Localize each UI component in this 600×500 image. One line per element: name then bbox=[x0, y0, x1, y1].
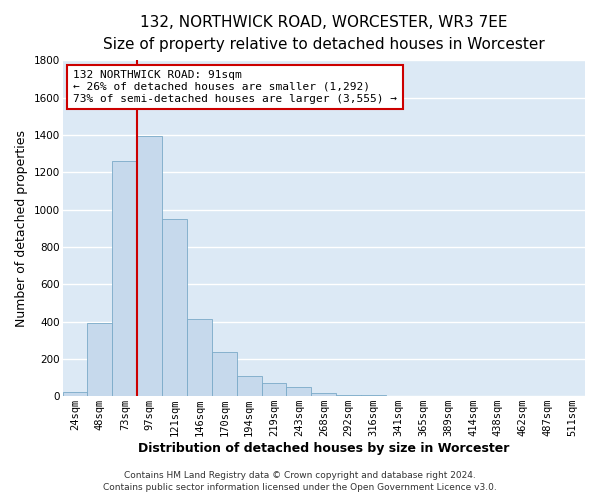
Bar bbox=[262, 384, 286, 396]
Bar bbox=[187, 318, 212, 396]
Bar bbox=[137, 136, 162, 396]
Bar bbox=[237, 376, 262, 396]
Bar bbox=[162, 219, 187, 396]
Title: 132, NORTHWICK ROAD, WORCESTER, WR3 7EE
Size of property relative to detached ho: 132, NORTHWICK ROAD, WORCESTER, WR3 7EE … bbox=[103, 15, 545, 52]
Text: 132 NORTHWICK ROAD: 91sqm
← 26% of detached houses are smaller (1,292)
73% of se: 132 NORTHWICK ROAD: 91sqm ← 26% of detac… bbox=[73, 70, 397, 104]
Text: Contains HM Land Registry data © Crown copyright and database right 2024.
Contai: Contains HM Land Registry data © Crown c… bbox=[103, 471, 497, 492]
Y-axis label: Number of detached properties: Number of detached properties bbox=[15, 130, 28, 326]
Bar bbox=[88, 324, 112, 396]
X-axis label: Distribution of detached houses by size in Worcester: Distribution of detached houses by size … bbox=[138, 442, 509, 455]
Bar bbox=[311, 394, 336, 396]
Bar bbox=[286, 387, 311, 396]
Bar bbox=[336, 395, 361, 396]
Bar bbox=[62, 392, 88, 396]
Bar bbox=[112, 161, 137, 396]
Bar bbox=[212, 352, 237, 396]
Bar bbox=[361, 395, 386, 396]
